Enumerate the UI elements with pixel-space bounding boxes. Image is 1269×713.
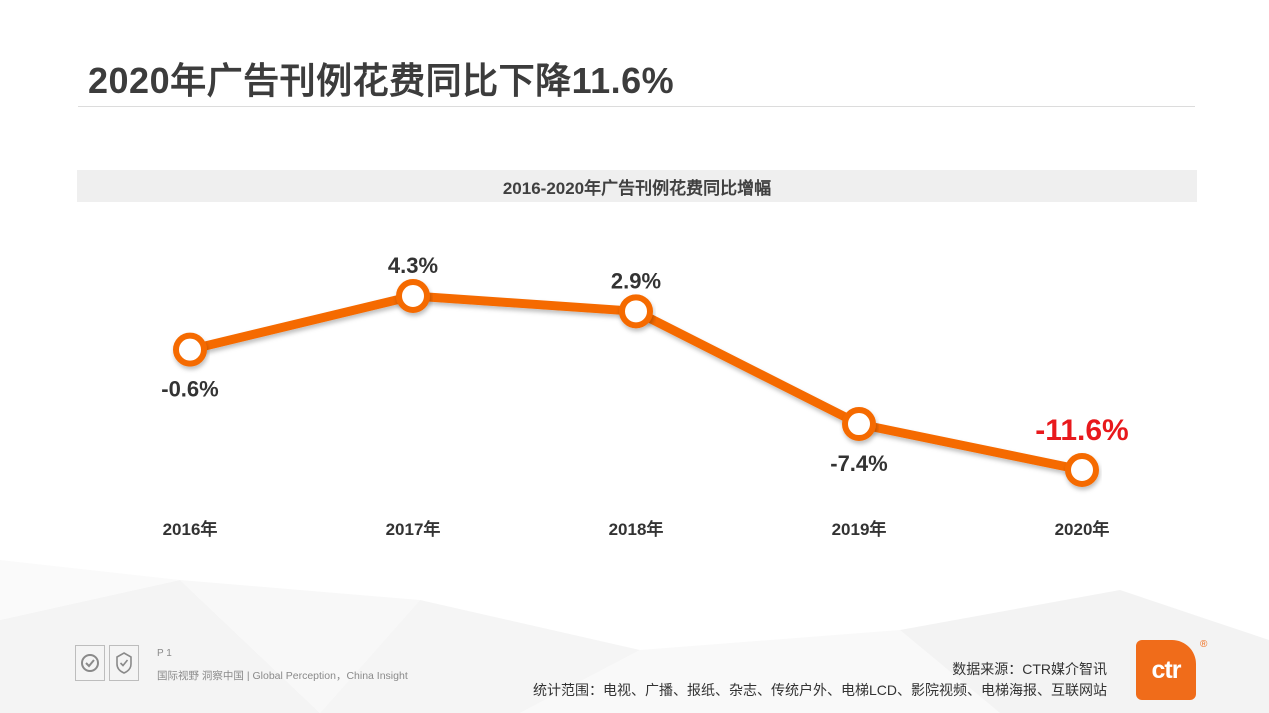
footer-slogan: 国际视野 洞察中国 | Global Perception，China Insi…	[157, 670, 408, 682]
registered-mark: ®	[1200, 639, 1208, 650]
title-divider	[78, 106, 1195, 107]
data-label-5: -11.6%	[1035, 414, 1128, 447]
data-label-4: -7.4%	[830, 451, 887, 476]
x-tick-label-5: 2020年	[1055, 519, 1110, 539]
data-point-2	[396, 279, 430, 313]
data-source: 数据来源：CTR媒介智讯	[952, 661, 1107, 677]
x-tick-label-4: 2019年	[832, 519, 887, 539]
data-label-3: 2.9%	[611, 268, 661, 293]
data-label-1: -0.6%	[161, 377, 218, 402]
quality-seal-icon	[109, 645, 139, 681]
x-tick-label-1: 2016年	[163, 519, 218, 539]
page-number: P 1	[157, 648, 172, 659]
data-point-5	[1065, 453, 1099, 487]
background-decoration	[0, 560, 1269, 713]
certificate-badge-icon	[75, 645, 105, 681]
data-point-3	[619, 294, 653, 329]
chart-title: 2016-2020年广告刊例花费同比增幅	[77, 170, 1197, 202]
footer-certifications: P 1 国际视野 洞察中国 | Global Perception，China …	[75, 645, 408, 682]
ctr-logo: ctr	[1136, 640, 1196, 700]
x-tick-label-3: 2018年	[609, 519, 664, 539]
statistics-scope: 统计范围：电视、广播、报纸、杂志、传统户外、电梯LCD、影院视频、电梯海报、互联…	[532, 682, 1107, 698]
source-note: 数据来源：CTR媒介智讯 统计范围：电视、广播、报纸、杂志、传统户外、电梯LCD…	[533, 659, 1107, 701]
data-label-2: 4.3%	[388, 253, 438, 278]
x-tick-label-2: 2017年	[386, 519, 441, 539]
page-title: 2020年广告刊例花费同比下降11.6%	[88, 60, 675, 101]
data-point-4	[842, 407, 876, 442]
data-point-1	[173, 332, 207, 367]
